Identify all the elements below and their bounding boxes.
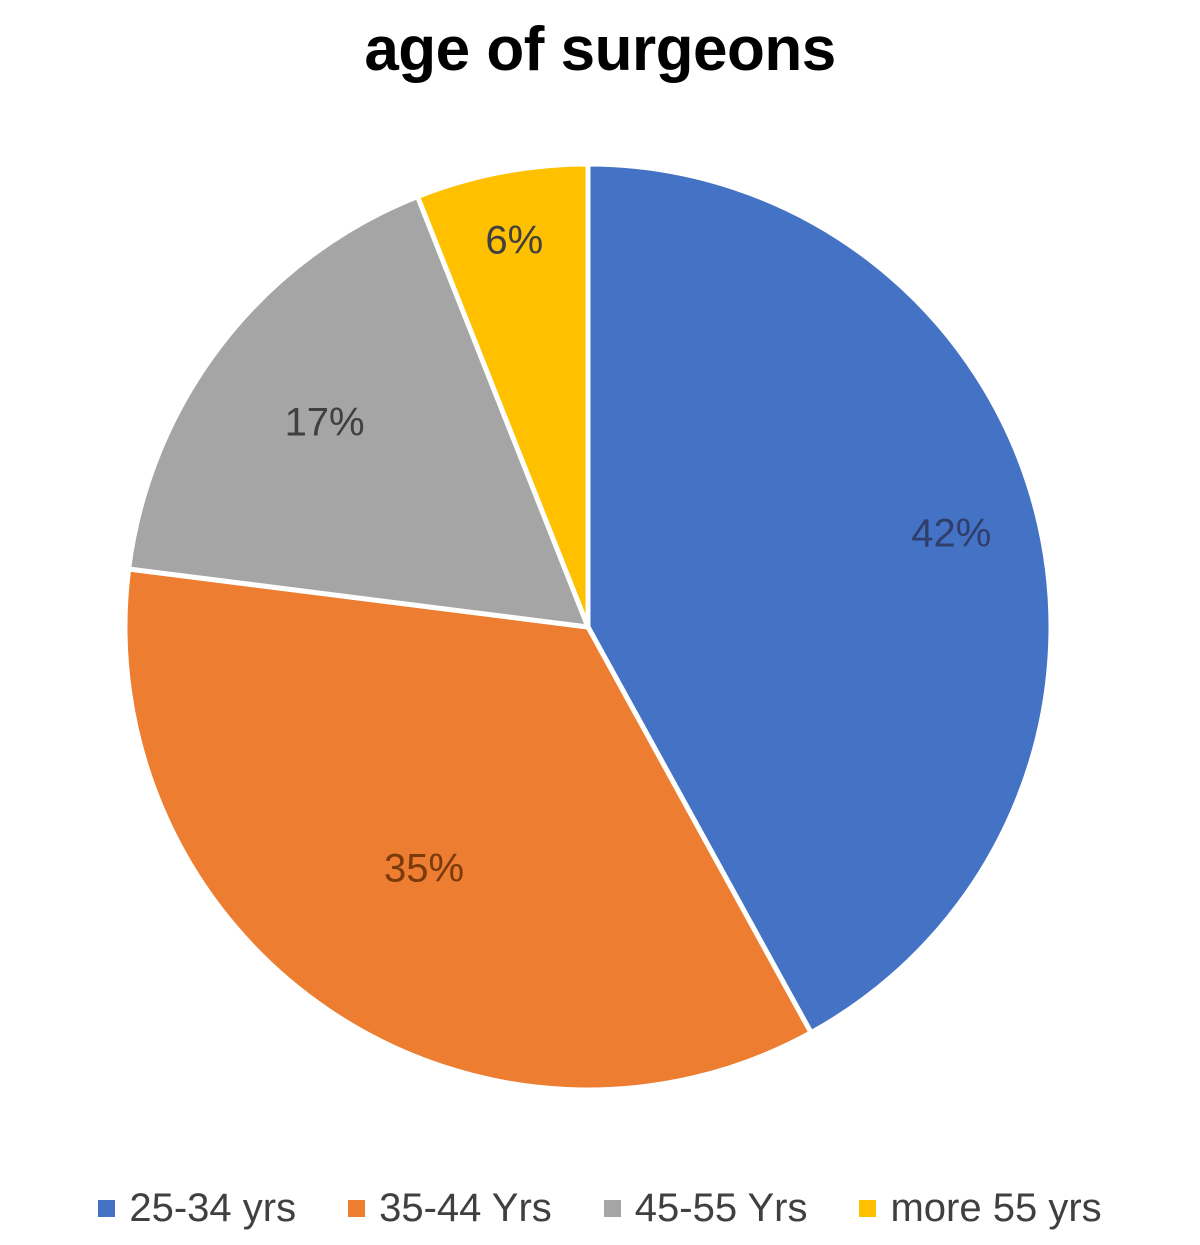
data-label-more-55: 6%: [485, 218, 543, 262]
legend-swatch: [348, 1199, 366, 1217]
pie-slice-25-34: [585, 161, 1054, 1036]
data-label-35-44: 35%: [384, 846, 464, 890]
legend-item-25-34: 25-34 yrs: [98, 1186, 296, 1231]
data-label-25-34: 42%: [911, 512, 991, 556]
legend-label: 25-34 yrs: [129, 1185, 297, 1230]
legend-item-35-44: 35-44 Yrs: [348, 1186, 552, 1231]
pie-slice-45-55: [126, 194, 591, 630]
chart-title: age of surgeons: [364, 15, 836, 84]
chart-legend: 25-34 yrs 35-44 Yrs 45-55 Yrs more 55 yrs: [0, 1180, 1200, 1236]
data-label-45-55: 17%: [285, 401, 365, 445]
pie-slices: [122, 161, 1054, 1093]
legend-swatch: [98, 1199, 116, 1217]
legend-label: 35-44 Yrs: [379, 1185, 552, 1230]
legend-swatch: [603, 1199, 621, 1217]
pie-slice-more-55: [415, 161, 591, 630]
legend-item-45-55: 45-55 Yrs: [603, 1185, 808, 1231]
legend-label: more 55 yrs: [890, 1185, 1102, 1230]
legend-label: 45-55 Yrs: [634, 1185, 808, 1230]
pie-slice-35-44: [122, 566, 814, 1093]
legend-swatch: [859, 1199, 877, 1217]
legend-item-more-55: more 55 yrs: [859, 1185, 1102, 1231]
pie-data-labels: 42% 35% 17% 6%: [285, 218, 992, 890]
